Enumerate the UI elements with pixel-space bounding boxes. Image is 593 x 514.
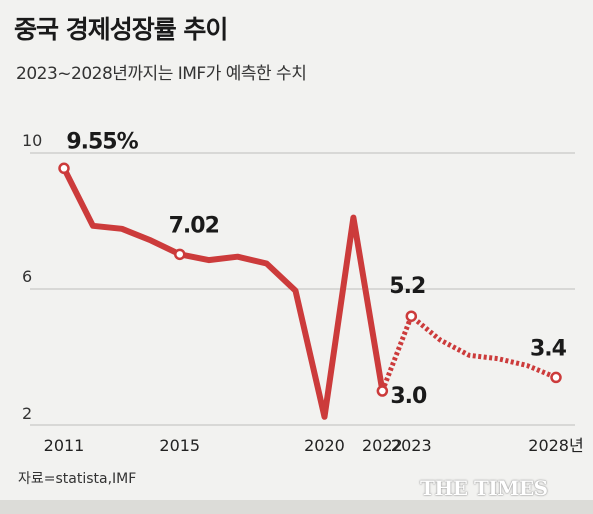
publisher-logo: THE TIMES — [420, 476, 548, 500]
data-label: 9.55% — [66, 129, 138, 154]
actual-series-line — [61, 165, 386, 420]
x-tick-label: 2028년 — [528, 436, 583, 455]
x-tick-label: 2015 — [159, 436, 200, 455]
x-tick-label: 2011 — [44, 436, 85, 455]
chart-subtitle: 2023~2028년까지는 IMF가 예측한 수치 — [16, 64, 307, 84]
data-point — [58, 162, 70, 175]
source-note: 자료=statista,IMF — [18, 471, 137, 487]
x-tick-label: 2020 — [304, 436, 345, 455]
y-tick-label: 2 — [22, 404, 32, 423]
y-tick-label: 6 — [22, 267, 32, 286]
data-label: 3.4 — [530, 336, 567, 361]
y-tick-label: 10 — [22, 131, 42, 150]
data-point — [376, 385, 389, 397]
bottom-strip — [0, 500, 593, 514]
data-label: 5.2 — [389, 274, 425, 299]
chart-title: 중국 경제성장률 추이 — [14, 15, 228, 44]
forecast-series-line — [380, 313, 557, 392]
data-label: 7.02 — [169, 213, 219, 238]
x-tick-label: 2022 — [362, 436, 403, 455]
data-point — [550, 371, 562, 384]
x-tick-label: 2023 — [391, 436, 432, 455]
data-point — [405, 310, 418, 322]
data-point — [174, 248, 186, 261]
data-label: 3.0 — [390, 384, 427, 409]
